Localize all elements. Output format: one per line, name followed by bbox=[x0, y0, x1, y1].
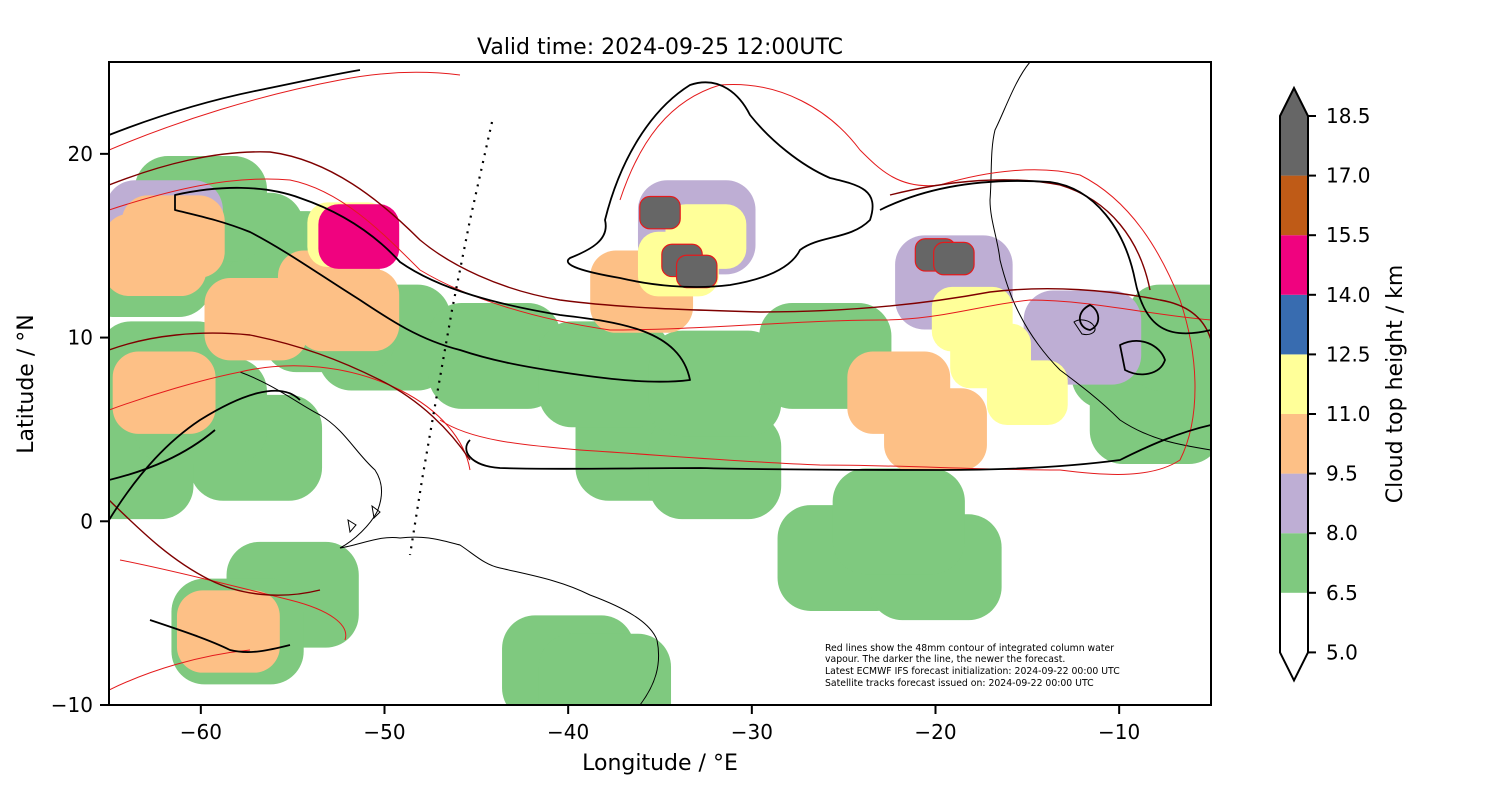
annotation-block: Red lines show the 48mm contour of integ… bbox=[825, 643, 1120, 689]
colorbar-label: Cloud top height / km bbox=[1383, 265, 1408, 504]
cloud-cell bbox=[986, 360, 1068, 426]
cloud-top-height-field bbox=[109, 156, 1211, 705]
coastline-africa bbox=[989, 62, 1211, 451]
colorbar-tick-label: 18.5 bbox=[1326, 104, 1371, 128]
x-axis: −60 −50 −40 −30 −20 −10 bbox=[180, 705, 1140, 744]
contour-red-3 bbox=[109, 365, 471, 691]
y-tick-label: −10 bbox=[51, 693, 93, 717]
contour-black-1 bbox=[109, 69, 691, 383]
contour-black-2 bbox=[567, 81, 874, 288]
colorbar-segment bbox=[1280, 235, 1308, 295]
colorbar-segment bbox=[1280, 294, 1308, 355]
map-frame bbox=[108, 61, 1212, 706]
contour-black-4 bbox=[109, 389, 301, 653]
cloud-cell bbox=[931, 286, 1013, 352]
colorbar: 5.0 6.5 8.0 9.5 11.0 12.5 14.0 15.5 17.0 18.5 bbox=[1279, 85, 1371, 683]
satellite-track bbox=[408, 121, 494, 556]
cloud-cell bbox=[675, 254, 718, 289]
cloud-cell bbox=[832, 468, 965, 575]
colorbar-tick-label: 11.0 bbox=[1326, 402, 1371, 426]
cloud-cell bbox=[648, 330, 782, 437]
x-tick-label: −20 bbox=[914, 720, 956, 744]
water-vapour-contours bbox=[109, 69, 1211, 691]
contour-darkred-1 bbox=[109, 151, 1211, 341]
colorbar-segment bbox=[1280, 354, 1308, 414]
colorbar-tick-label: 17.0 bbox=[1326, 164, 1371, 188]
colorbar-extend-min bbox=[1280, 652, 1308, 681]
colorbar-tick-label: 6.5 bbox=[1326, 581, 1358, 605]
cloud-cell bbox=[648, 413, 782, 520]
cloud-cell bbox=[277, 250, 381, 333]
cloud-cell bbox=[1023, 290, 1142, 385]
colorbar-segment bbox=[1280, 175, 1308, 236]
cloud-cell bbox=[847, 351, 951, 434]
contour-black-5 bbox=[1078, 304, 1166, 376]
y-tick-label: 0 bbox=[80, 509, 93, 533]
cloud-cell bbox=[538, 321, 672, 428]
cloud-cell bbox=[428, 303, 561, 409]
map-area: Red lines show the 48mm contour of integ… bbox=[109, 62, 1211, 705]
contour-red-2 bbox=[439, 83, 1196, 475]
x-tick-label: −30 bbox=[731, 720, 773, 744]
y-axis: −10 0 10 20 bbox=[51, 142, 109, 717]
colorbar-extend-max bbox=[1280, 88, 1308, 116]
x-axis-label: Longitude / °E bbox=[582, 751, 738, 776]
cloud-cell bbox=[639, 195, 681, 230]
colorbar-tick-label: 5.0 bbox=[1326, 640, 1358, 664]
colorbar-tick-label: 12.5 bbox=[1326, 342, 1371, 366]
colorbar-tick-label: 14.0 bbox=[1326, 283, 1371, 307]
contour-darkred-2 bbox=[109, 179, 1151, 596]
cloud-cell bbox=[933, 241, 975, 276]
x-tick-label: −40 bbox=[547, 720, 589, 744]
colorbar-segment bbox=[1280, 473, 1308, 534]
y-tick-label: 10 bbox=[68, 326, 93, 350]
colorbar-segment bbox=[1280, 592, 1308, 653]
colorbar-segment bbox=[1280, 533, 1308, 593]
x-tick-label: −60 bbox=[180, 720, 222, 744]
y-tick-label: 20 bbox=[68, 142, 93, 166]
annotation-line-4: Satellite tracks forecast issued on: 202… bbox=[825, 678, 1094, 689]
contour-red-1 bbox=[109, 71, 1211, 331]
annotation-line-2: vapour. The darker the line, the newer t… bbox=[825, 654, 1065, 665]
colorbar-segment bbox=[1280, 414, 1308, 474]
colorbar-tick-label: 15.5 bbox=[1326, 223, 1371, 247]
chart-title: Valid time: 2024-09-25 12:00UTC bbox=[477, 35, 843, 60]
y-axis-label: Latitude / °N bbox=[14, 314, 39, 453]
x-tick-label: −50 bbox=[363, 720, 405, 744]
cloud-cell bbox=[121, 195, 225, 278]
cloud-cell bbox=[112, 351, 216, 434]
colorbar-tick-label: 8.0 bbox=[1326, 521, 1358, 545]
colorbar-tick-label: 9.5 bbox=[1326, 462, 1358, 486]
coastline-south-america bbox=[239, 371, 660, 705]
contour-black-3 bbox=[465, 180, 1211, 471]
annotation-line-1: Red lines show the 48mm contour of integ… bbox=[825, 643, 1114, 654]
cloud-cell bbox=[538, 633, 672, 705]
x-tick-label: −10 bbox=[1098, 720, 1140, 744]
annotation-line-3: Latest ECMWF IFS forecast initialization… bbox=[825, 666, 1120, 677]
colorbar-segment bbox=[1280, 116, 1308, 176]
cloud-cell bbox=[318, 204, 400, 269]
